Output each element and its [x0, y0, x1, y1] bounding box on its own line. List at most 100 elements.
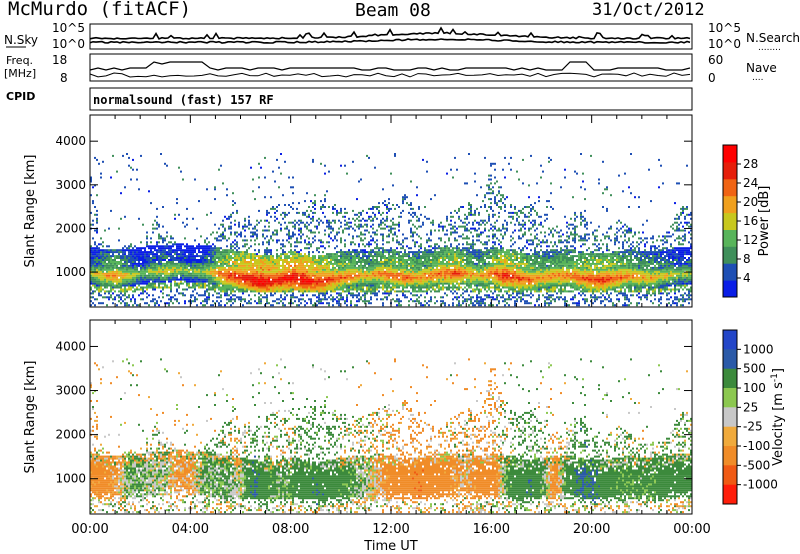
- power-cell: [310, 243, 312, 246]
- power-cell: [332, 282, 334, 285]
- power-cell: [114, 266, 116, 269]
- power-cell: [284, 272, 286, 275]
- power-cell: [356, 266, 358, 269]
- power-cell: [378, 253, 380, 256]
- power-cell: [438, 225, 440, 228]
- power-cell: [440, 221, 442, 224]
- power-cell: [278, 270, 280, 273]
- power-cell: [312, 251, 314, 254]
- power-cell: [278, 276, 280, 279]
- power-cell: [386, 280, 388, 283]
- power-cell: [118, 261, 120, 263]
- power-cell: [150, 202, 152, 205]
- power-cell: [422, 261, 424, 263]
- power-cell: [214, 247, 216, 250]
- power-cell: [132, 284, 134, 287]
- power-cell: [438, 290, 440, 293]
- power-cell: [228, 225, 230, 228]
- power-cell: [136, 270, 138, 273]
- power-cell: [314, 202, 316, 205]
- power-cell: [326, 284, 328, 287]
- power-cell: [210, 276, 212, 279]
- power-cell: [228, 276, 230, 279]
- power-cell: [404, 194, 406, 197]
- power-cell: [434, 284, 436, 287]
- power-cell: [106, 245, 108, 248]
- power-cell: [174, 253, 176, 256]
- power-cell: [256, 274, 258, 277]
- power-cell: [240, 231, 242, 234]
- power-cell: [270, 249, 272, 252]
- power-cell: [272, 261, 274, 263]
- power-cell: [124, 278, 126, 281]
- power-cell: [408, 259, 410, 261]
- power-cell: [282, 284, 284, 287]
- power-cell: [446, 288, 448, 291]
- power-cell: [318, 286, 320, 289]
- power-cell: [396, 270, 398, 273]
- power-cell: [404, 284, 406, 287]
- power-cell: [124, 290, 126, 293]
- power-cell: [370, 302, 372, 305]
- power-cell: [336, 278, 338, 281]
- power-cell: [100, 278, 102, 281]
- power-cell: [182, 251, 184, 254]
- power-cell: [206, 298, 208, 301]
- power-cell: [192, 276, 194, 279]
- power-cell: [302, 264, 304, 267]
- power-cell: [278, 259, 280, 261]
- power-cell: [266, 259, 268, 261]
- power-cell: [130, 249, 132, 252]
- power-cell: [438, 245, 440, 248]
- power-cell: [418, 288, 420, 291]
- power-cell: [188, 272, 190, 275]
- power-cell: [112, 302, 114, 305]
- power-cell: [294, 225, 296, 228]
- power-cell: [336, 233, 338, 236]
- power-cell: [358, 215, 360, 218]
- power-cell: [140, 253, 142, 256]
- power-cell: [104, 284, 106, 287]
- power-cell: [342, 262, 344, 265]
- power-cell: [302, 288, 304, 291]
- power-cell: [276, 249, 278, 252]
- power-cell: [304, 261, 306, 263]
- power-cell: [420, 268, 422, 271]
- power-cell: [182, 259, 184, 261]
- power-cell: [388, 270, 390, 273]
- power-cell: [314, 290, 316, 293]
- power-cell: [384, 266, 386, 269]
- power-cell: [422, 272, 424, 275]
- power-cell: [352, 264, 354, 267]
- power-cell: [334, 257, 336, 259]
- power-cell: [210, 233, 212, 236]
- power-cell: [350, 286, 352, 289]
- power-cell: [366, 211, 368, 214]
- power-cell: [268, 280, 270, 283]
- power-cell: [328, 270, 330, 273]
- power-cell: [222, 268, 224, 271]
- power-cell: [156, 249, 158, 252]
- power-cell: [134, 262, 136, 265]
- power-cell: [132, 276, 134, 279]
- power-cell: [268, 286, 270, 289]
- power-cell: [264, 278, 266, 281]
- power-cell: [342, 231, 344, 234]
- power-cell: [392, 221, 394, 224]
- power-cell: [280, 172, 282, 175]
- power-cell: [218, 227, 220, 230]
- power-cell: [158, 223, 160, 226]
- power-cell: [358, 257, 360, 259]
- power-cell: [370, 225, 372, 228]
- power-cell: [234, 298, 236, 301]
- power-cell: [424, 282, 426, 285]
- power-cell: [374, 278, 376, 281]
- power-cell: [226, 278, 228, 281]
- power-cell: [230, 276, 232, 279]
- power-cell: [420, 276, 422, 279]
- power-cell: [238, 255, 240, 258]
- power-cell: [94, 266, 96, 269]
- power-cell: [396, 204, 398, 206]
- power-cell: [238, 298, 240, 301]
- power-cell: [356, 304, 358, 307]
